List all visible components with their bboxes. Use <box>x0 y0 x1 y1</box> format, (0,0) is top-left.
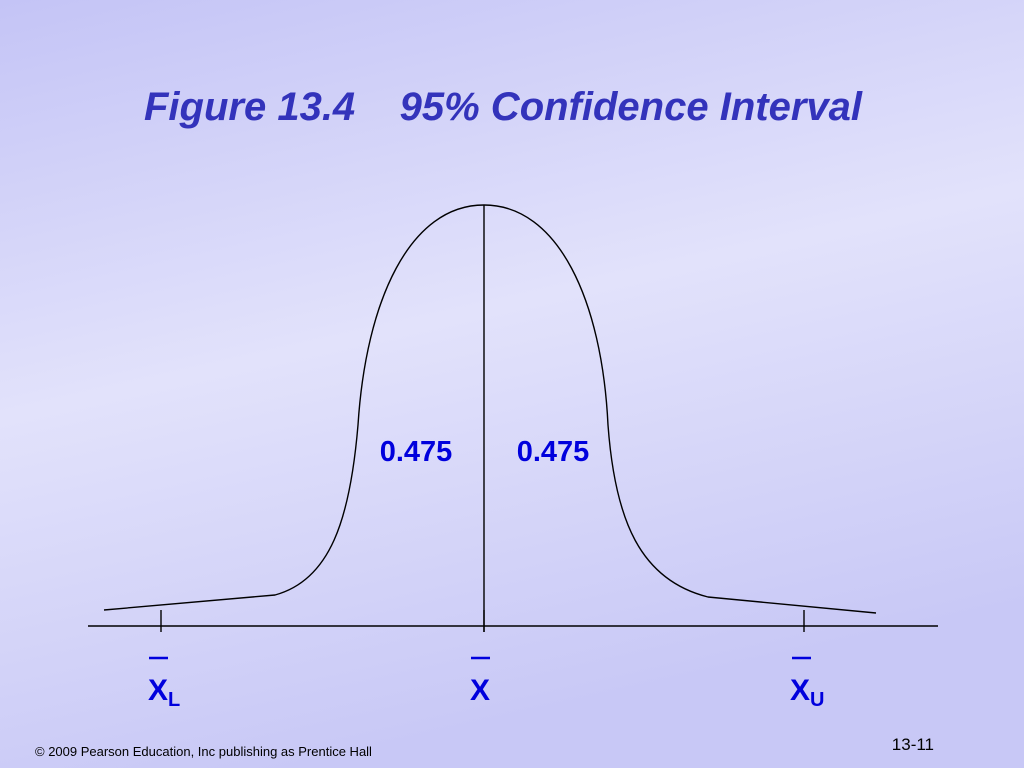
normal-curve <box>88 204 938 632</box>
axis-label: XL <box>148 674 180 711</box>
symbol: X <box>148 674 168 707</box>
area-label: 0.475 <box>380 436 453 468</box>
symbol: X <box>470 674 490 707</box>
axis-label: XU <box>790 674 824 711</box>
footer: © 2009 Pearson Education, Inc publishing… <box>35 744 372 759</box>
symbol: X <box>790 674 810 707</box>
page-number: 13-11 <box>892 735 934 754</box>
title: Figure 13.4 95% Confidence Interval <box>144 85 863 129</box>
axis-label: X <box>470 674 490 707</box>
subscript: U <box>810 689 824 711</box>
subscript: L <box>168 689 180 711</box>
area-label: 0.475 <box>517 436 590 468</box>
